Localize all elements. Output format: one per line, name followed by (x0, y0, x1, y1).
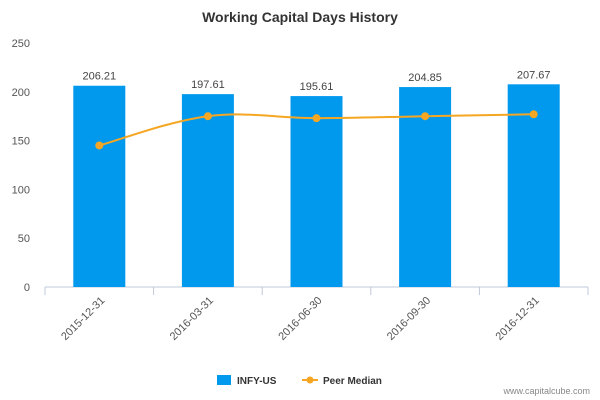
bar-data-label: 207.67 (517, 69, 551, 81)
y-tick-label: 200 (12, 87, 30, 99)
chart-title: Working Capital Days History (202, 9, 398, 25)
line-point (95, 141, 104, 150)
y-tick-label: 50 (18, 233, 30, 245)
x-tick-label: 2016-06-30 (276, 295, 324, 343)
y-tick-label: 100 (12, 184, 30, 196)
legend-swatch-bar (217, 375, 231, 385)
x-tick-label: 2015-12-31 (59, 295, 107, 343)
y-tick-label: 0 (24, 282, 30, 294)
y-axis: 0 50 100 150 200 250 (12, 38, 30, 294)
y-tick-label: 150 (12, 136, 30, 148)
bar-data-label: 206.21 (82, 71, 116, 83)
x-tick-label: 2016-09-30 (385, 295, 433, 343)
bar (181, 94, 234, 288)
x-tick-label: 2016-03-31 (168, 295, 216, 343)
legend-marker-line (306, 376, 314, 384)
legend-label-line: Peer Median (323, 376, 382, 387)
line-point (421, 112, 430, 121)
bar-data-label: 197.61 (191, 79, 225, 91)
bar-data-label: 195.61 (300, 81, 334, 93)
line-point (529, 110, 538, 119)
bar (290, 96, 343, 287)
legend: INFY-US Peer Median (217, 375, 382, 387)
credit-text: www.capitalcube.com (502, 386, 590, 396)
bar-series: 206.21 197.61 195.61 204.85 207.67 (73, 69, 560, 288)
bar-data-label: 204.85 (408, 72, 442, 84)
x-tick-label: 2016-12-31 (494, 295, 542, 343)
line-point (203, 112, 212, 121)
y-tick-label: 250 (12, 38, 30, 50)
line-series (95, 110, 538, 150)
x-axis: 2015-12-31 2016-03-31 2016-06-30 2016-09-30… (44, 286, 589, 343)
bar (399, 87, 452, 287)
legend-label-bar: INFY-US (237, 376, 277, 387)
line-point (312, 114, 321, 123)
bar (73, 85, 126, 287)
